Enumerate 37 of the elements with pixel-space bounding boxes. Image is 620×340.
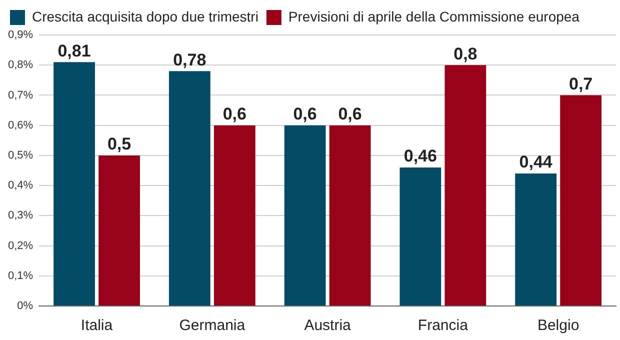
data-label: 0,6 bbox=[338, 104, 362, 124]
y-tick-label: 0,1% bbox=[8, 270, 34, 282]
legend-label: Previsioni di aprile della Commissione europea bbox=[288, 8, 580, 24]
x-tick-label: Francia bbox=[418, 317, 469, 334]
data-label: 0,5 bbox=[107, 134, 132, 154]
x-tick-label: Austria bbox=[304, 317, 352, 334]
data-label: 0,6 bbox=[293, 104, 317, 124]
bar bbox=[329, 125, 371, 306]
data-label: 0,8 bbox=[454, 44, 478, 64]
y-tick-label: 0,4% bbox=[8, 180, 34, 192]
bar bbox=[284, 125, 326, 306]
bar bbox=[400, 167, 442, 306]
y-tick-label: 0,5% bbox=[8, 149, 34, 162]
x-tick-label: Belgio bbox=[537, 317, 580, 334]
y-tick-label: 0% bbox=[17, 300, 34, 312]
bar bbox=[515, 174, 557, 306]
y-tick-label: 0,9% bbox=[8, 29, 34, 42]
y-tick-label: 0,6% bbox=[8, 119, 34, 132]
x-tick-label: Germania bbox=[179, 317, 246, 334]
bar bbox=[54, 62, 95, 306]
y-tick-label: 0,8% bbox=[8, 59, 34, 72]
y-tick-label: 0,7% bbox=[8, 89, 34, 102]
data-label: 0,78 bbox=[173, 50, 206, 70]
x-tick-label: Italia bbox=[80, 317, 114, 334]
bar bbox=[168, 71, 210, 306]
bar bbox=[560, 95, 602, 306]
bar bbox=[444, 65, 486, 306]
bar bbox=[214, 125, 256, 306]
y-tick-label: 0,3% bbox=[8, 210, 34, 222]
data-label: 0,7 bbox=[568, 74, 593, 94]
bar bbox=[98, 155, 140, 306]
data-label: 0,81 bbox=[58, 41, 91, 60]
data-label: 0,6 bbox=[222, 104, 246, 124]
legend-label: Crescita acquisita dopo due trimestri bbox=[32, 8, 258, 24]
y-tick-label: 0,2% bbox=[8, 240, 34, 252]
data-label: 0,46 bbox=[404, 146, 437, 166]
data-label: 0,44 bbox=[519, 152, 553, 172]
